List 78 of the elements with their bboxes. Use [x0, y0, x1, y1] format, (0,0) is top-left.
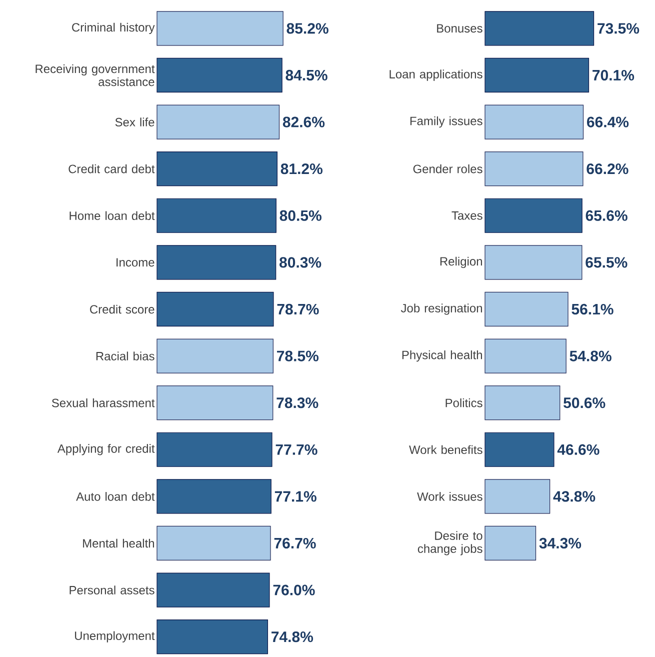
y-tick-label: Credit card debt — [68, 164, 155, 174]
bar — [484, 152, 584, 186]
bar — [156, 338, 274, 374]
data-label: 77.7% — [276, 444, 318, 455]
y-tick-label: Auto loan debt — [76, 492, 155, 501]
data-label: 43.8% — [553, 491, 596, 502]
data-label: 77.1% — [274, 491, 316, 502]
data-label: 46.6% — [557, 444, 600, 455]
y-tick-label: Unemployment — [75, 631, 155, 642]
bar — [484, 338, 566, 374]
data-label: 78.3% — [276, 397, 318, 408]
y-tick-label: Taxes — [452, 211, 482, 220]
y-tick-label: Politics — [446, 398, 482, 408]
bar — [484, 479, 550, 514]
bar — [156, 58, 282, 93]
y-tick-label: Home loan debt — [70, 211, 155, 220]
bar — [484, 245, 582, 280]
bar — [484, 292, 568, 327]
bar — [156, 432, 272, 467]
y-tick-label: Family issues — [410, 116, 482, 128]
bar — [484, 11, 594, 46]
data-label: 78.5% — [277, 350, 318, 362]
y-tick-label: Job resignation — [400, 304, 482, 315]
data-label: 50.6% — [564, 398, 606, 408]
data-label: 82.6% — [282, 116, 325, 128]
y-tick-label: Sexual harassment — [52, 398, 155, 408]
y-tick-label: Personal assets — [70, 586, 154, 594]
y-tick-label: Sex life — [115, 118, 154, 126]
y-tick-label: Applying for credit — [57, 444, 155, 456]
bar — [156, 620, 268, 654]
bar — [156, 526, 271, 561]
y-tick-label: Receiving government assistance — [36, 64, 155, 86]
data-label: 84.5% — [286, 70, 328, 81]
y-tick-label: Mental health — [83, 538, 154, 548]
bar — [156, 245, 276, 280]
data-label: 73.5% — [598, 23, 640, 34]
y-tick-label: Income — [116, 258, 154, 267]
y-tick-label: Racial bias — [96, 352, 154, 360]
bar — [156, 292, 274, 327]
data-label: 74.8% — [272, 632, 314, 642]
data-label: 65.6% — [586, 210, 628, 221]
bar — [484, 198, 582, 233]
bar — [156, 104, 280, 140]
data-label: 85.2% — [286, 23, 328, 34]
data-label: 76.7% — [274, 538, 316, 549]
data-label: 81.2% — [280, 164, 322, 174]
y-tick-label: Religion — [440, 256, 482, 268]
bar — [156, 479, 272, 514]
y-tick-label: Desire to change jobs — [418, 531, 482, 556]
data-label: 80.5% — [280, 210, 322, 221]
data-label: 66.4% — [587, 116, 629, 128]
bar — [156, 198, 276, 233]
bar — [156, 572, 270, 608]
bar — [156, 11, 284, 46]
data-label: 80.3% — [280, 257, 322, 268]
y-tick-label: Bonuses — [437, 24, 482, 33]
bar — [484, 526, 536, 561]
data-label: 54.8% — [570, 350, 612, 362]
y-tick-label: Criminal history — [72, 22, 155, 34]
data-label: 34.3% — [539, 538, 582, 549]
data-label: 65.5% — [586, 257, 628, 268]
bar — [484, 432, 554, 467]
data-label: 66.2% — [586, 164, 628, 174]
bar — [484, 386, 560, 420]
data-label: 78.7% — [277, 304, 319, 315]
y-tick-label: Physical health — [402, 350, 482, 362]
data-label: 70.1% — [592, 70, 634, 81]
y-tick-label: Work benefits — [409, 445, 482, 454]
bar — [156, 152, 278, 186]
data-label: 56.1% — [572, 304, 614, 315]
bar — [156, 386, 274, 420]
data-label: 76.0% — [273, 584, 315, 596]
y-tick-label: Gender roles — [413, 164, 482, 174]
y-tick-label: Loan applications — [390, 70, 482, 81]
bar — [484, 58, 590, 93]
y-tick-label: Work issues — [417, 492, 482, 501]
y-tick-label: Credit score — [90, 304, 154, 314]
bar — [484, 104, 584, 140]
